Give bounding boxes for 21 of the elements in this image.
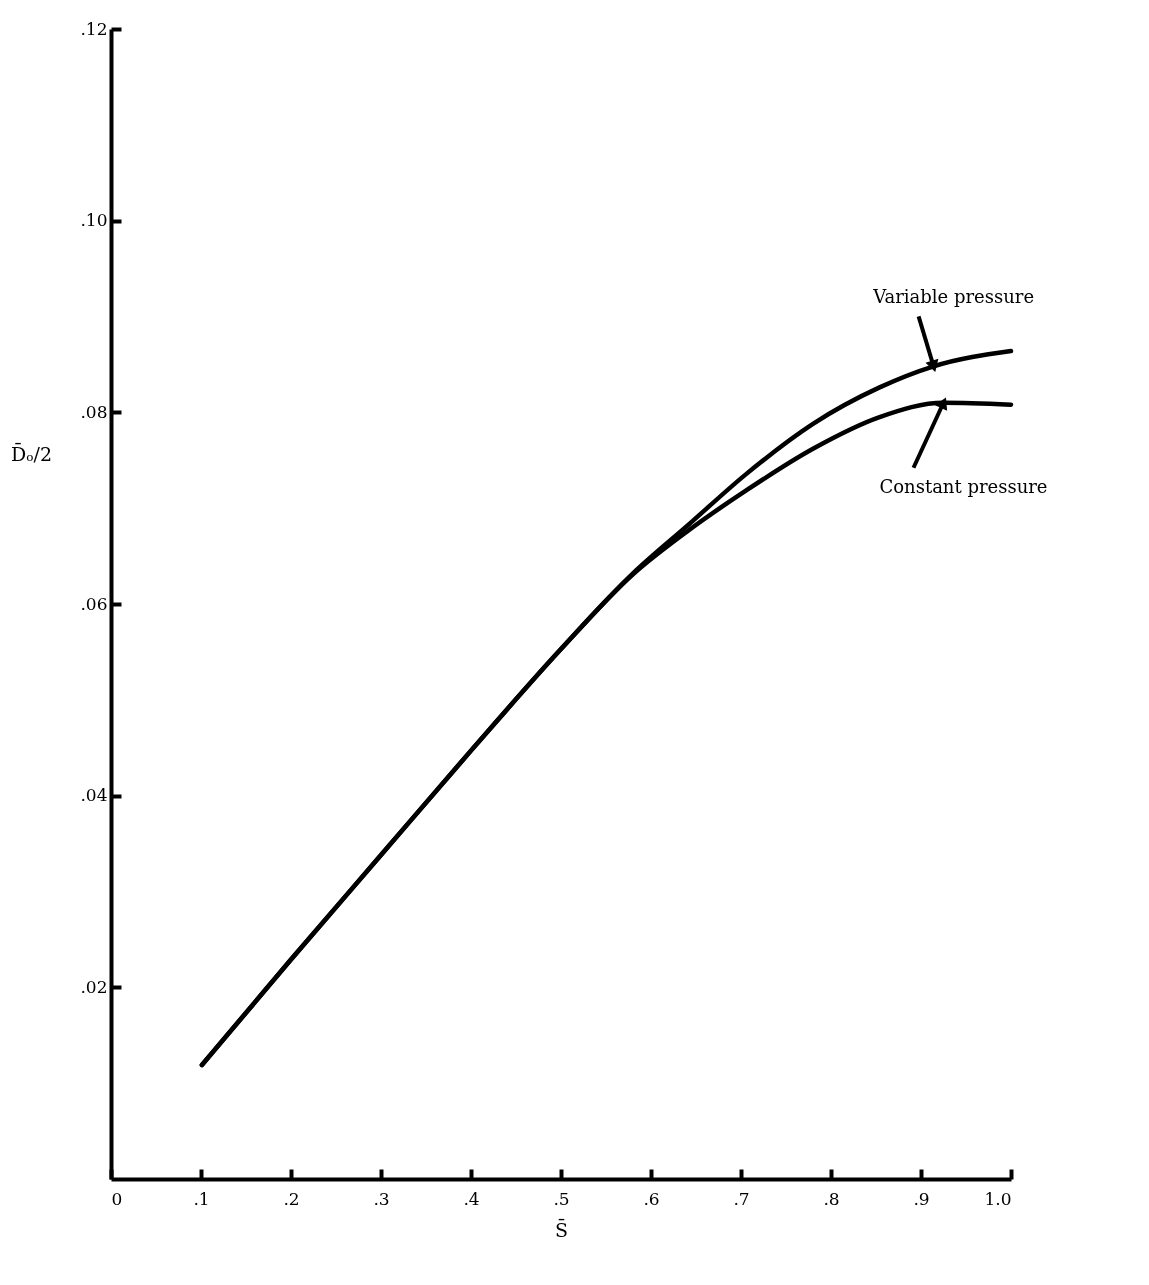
x-tick-label: 1.0 <box>984 1188 1012 1209</box>
y-tick-label: .08 <box>80 401 108 422</box>
y-tick-label: .06 <box>80 593 108 614</box>
annotation: Variable pressure <box>872 286 1035 308</box>
x-tick-label: .7 <box>733 1188 750 1209</box>
x-tick-label: .4 <box>463 1188 480 1209</box>
x-tick-label: .9 <box>913 1188 930 1209</box>
y-axis-title: D̄ₒ/2 <box>10 442 53 465</box>
y-tick-label: .12 <box>80 18 108 39</box>
y-tick-label: .10 <box>80 210 108 231</box>
y-tick-label: .02 <box>80 976 108 997</box>
x-tick-label: .8 <box>823 1188 840 1209</box>
x-tick-label: .2 <box>283 1188 300 1209</box>
x-tick-label: .6 <box>643 1188 660 1209</box>
x-tick-label: 0 <box>111 1188 123 1209</box>
x-tick-label: .3 <box>373 1188 390 1209</box>
x-axis-title: S̄ <box>554 1218 569 1241</box>
x-tick-label: .1 <box>193 1188 210 1209</box>
annotation: Constant pressure <box>879 475 1048 497</box>
y-tick-label: .04 <box>80 785 108 806</box>
x-tick-label: .5 <box>553 1188 570 1209</box>
